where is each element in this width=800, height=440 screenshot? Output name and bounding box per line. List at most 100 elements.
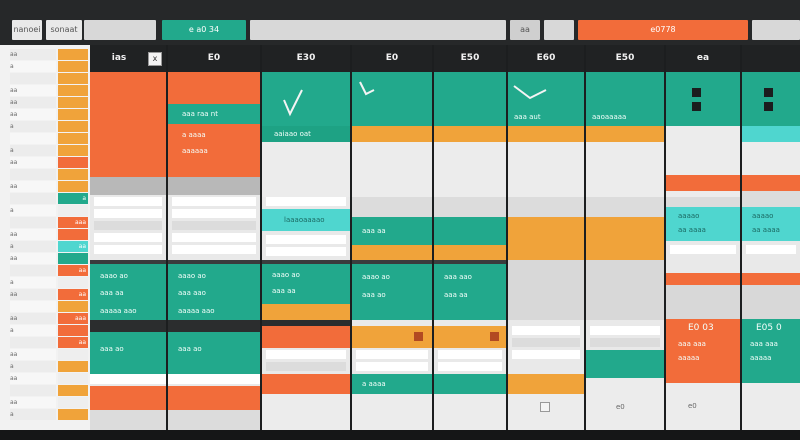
gray-band	[508, 197, 584, 217]
sheet-row[interactable]: a	[0, 205, 90, 217]
tab-1[interactable]: sonaat	[46, 20, 82, 40]
sheet-row[interactable]: a	[0, 61, 90, 73]
teal-card[interactable]: aaao ao aaa aa aaaaa aao	[90, 264, 166, 320]
tab-8[interactable]	[752, 20, 800, 40]
row-stripe	[94, 221, 162, 230]
sheet-row[interactable]: aa aa	[0, 289, 90, 301]
sheet-row[interactable]: a	[0, 145, 90, 157]
sheet-value-cell	[58, 301, 88, 312]
sheet-cell: a	[10, 121, 56, 132]
tab-7[interactable]: e0778	[578, 20, 748, 40]
sheet-cell: aa	[10, 181, 56, 192]
sheet-row[interactable]: aa	[0, 349, 90, 361]
orange-card[interactable]: E0 03 aaa aaa aaaaa	[666, 319, 740, 383]
teal-card[interactable]: aaao ao aaa ao	[352, 264, 432, 320]
light-panel	[742, 285, 800, 319]
teal-card[interactable]: aaa aao aaa aa	[434, 264, 506, 320]
divider	[90, 260, 166, 264]
orange-bar	[666, 273, 740, 285]
column-3-header: E30	[262, 45, 350, 72]
sheet-row[interactable]: aa aaa	[0, 313, 90, 325]
teal-bar[interactable]: aaa raa nt	[168, 104, 260, 124]
sheet-row[interactable]	[0, 133, 90, 145]
block-label: aaaaaa	[182, 147, 208, 155]
card-label: aaa ao	[100, 345, 124, 353]
bottom-edge	[0, 430, 800, 440]
sheet-row[interactable]: a	[0, 325, 90, 337]
row-checkbox[interactable]	[540, 402, 550, 412]
column-1-checkbox[interactable]: x	[148, 52, 162, 66]
sheet-value-cell	[58, 409, 88, 420]
sheet-row[interactable]	[0, 73, 90, 85]
teal-bar[interactable]: aaiaao oat	[262, 126, 350, 142]
row-stripe	[168, 374, 260, 384]
row-stripe	[172, 245, 256, 254]
sheet-row[interactable]: aa	[0, 265, 90, 277]
sheet-value-cell	[58, 397, 88, 408]
card-label: aaaaa	[678, 354, 700, 362]
orange-bar	[168, 386, 260, 410]
sheet-cell: aa	[10, 229, 56, 240]
cyan-card[interactable]: aaaao aa aaaa	[666, 207, 740, 241]
sheet-value-cell	[58, 205, 88, 216]
sheet-value-cell	[58, 361, 88, 372]
light-panel	[586, 378, 664, 394]
sheet-value-cell	[58, 97, 88, 108]
sheet-row[interactable]: aa	[0, 253, 90, 265]
sheet-row[interactable]: a	[0, 277, 90, 289]
sheet-row[interactable]: aa	[0, 373, 90, 385]
row-stripe	[94, 233, 162, 242]
sheet-row[interactable]: aa	[0, 397, 90, 409]
tab-6[interactable]	[544, 20, 574, 40]
sheet-cell: a	[10, 325, 56, 336]
cyan-bar[interactable]: laaaoaaaao	[262, 209, 350, 231]
teal-card[interactable]: E05 0 aaa aaa aaaaa	[742, 319, 800, 383]
sheet-row[interactable]: aa	[0, 337, 90, 349]
teal-card[interactable]: aaao ao aaa aa	[262, 264, 350, 304]
sheet-value-cell	[58, 253, 88, 264]
teal-bar[interactable]: aaa aa	[352, 217, 432, 245]
sheet-row[interactable]	[0, 385, 90, 397]
tab-4[interactable]	[250, 20, 506, 40]
amber-bar	[508, 374, 584, 394]
card-label: aaa aa	[100, 289, 124, 297]
sheet-row[interactable]: aa	[0, 181, 90, 193]
gray-band	[168, 177, 260, 195]
sheet-row[interactable]: aa	[0, 97, 90, 109]
sheet-row[interactable]: a	[0, 121, 90, 133]
tab-3[interactable]: e a0 34	[162, 20, 246, 40]
row-stripe	[172, 221, 256, 230]
teal-card[interactable]: aaa ao	[90, 332, 166, 374]
gray-band	[586, 197, 664, 217]
sheet-row[interactable]	[0, 169, 90, 181]
light-panel: e0	[586, 394, 664, 435]
sheet-cell	[10, 301, 56, 312]
sheet-value-cell	[58, 349, 88, 360]
teal-card[interactable]: aaao ao aaa aao aaaaa aao	[168, 264, 260, 320]
sheet-row[interactable]: aa	[0, 85, 90, 97]
sheet-row[interactable]: a	[0, 361, 90, 373]
sheet-row[interactable]: aaa	[0, 217, 90, 229]
tab-0[interactable]: nanoei	[12, 20, 42, 40]
sheet-value-cell	[58, 61, 88, 72]
sheet-row[interactable]: aa	[0, 229, 90, 241]
gray-band	[352, 197, 432, 217]
sheet-row[interactable]: a	[0, 409, 90, 421]
sheet-row[interactable]	[0, 301, 90, 313]
row-stripe	[356, 350, 428, 359]
sheet-row[interactable]: aa	[0, 157, 90, 169]
sheet-row[interactable]: aa	[0, 49, 90, 61]
teal-block: aaoaaaaa	[586, 72, 664, 126]
teal-card[interactable]: aaa ao	[168, 332, 260, 374]
teal-bar[interactable]: a aaaa	[352, 374, 432, 394]
cyan-card[interactable]: aaaao aa aaaa	[742, 207, 800, 241]
square-icon	[692, 102, 701, 111]
sheet-cell: aa	[10, 253, 56, 264]
check-mark-icon	[283, 89, 303, 117]
sheet-row[interactable]: a	[0, 193, 90, 205]
sheet-row[interactable]: aa	[0, 109, 90, 121]
tab-2[interactable]	[84, 20, 156, 40]
tab-5[interactable]: aa	[510, 20, 540, 40]
column-9: x aaaao aa aaaa E05 0 aaa aaa aaaaa	[742, 45, 800, 435]
